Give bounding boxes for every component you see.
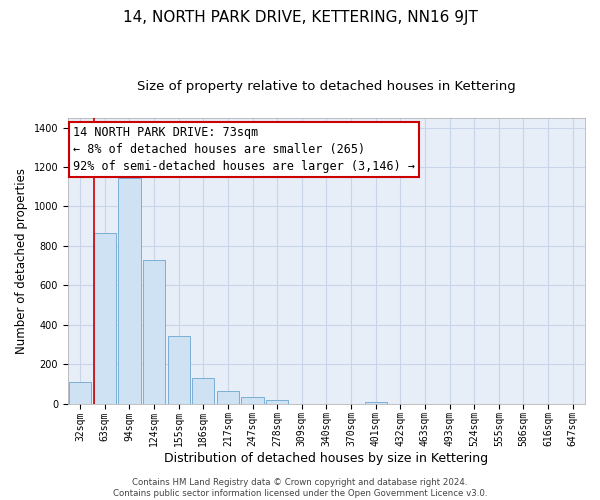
Bar <box>266 400 288 404</box>
Bar <box>241 397 263 404</box>
Bar <box>69 382 91 404</box>
Bar <box>217 392 239 404</box>
Y-axis label: Number of detached properties: Number of detached properties <box>15 168 28 354</box>
Bar <box>192 378 214 404</box>
X-axis label: Distribution of detached houses by size in Kettering: Distribution of detached houses by size … <box>164 452 488 465</box>
Bar <box>143 260 165 404</box>
Text: 14, NORTH PARK DRIVE, KETTERING, NN16 9JT: 14, NORTH PARK DRIVE, KETTERING, NN16 9J… <box>122 10 478 25</box>
Bar <box>118 178 140 404</box>
Bar <box>94 234 116 404</box>
Bar <box>365 402 387 404</box>
Text: Contains HM Land Registry data © Crown copyright and database right 2024.
Contai: Contains HM Land Registry data © Crown c… <box>113 478 487 498</box>
Bar <box>167 336 190 404</box>
Title: Size of property relative to detached houses in Kettering: Size of property relative to detached ho… <box>137 80 516 93</box>
Text: 14 NORTH PARK DRIVE: 73sqm
← 8% of detached houses are smaller (265)
92% of semi: 14 NORTH PARK DRIVE: 73sqm ← 8% of detac… <box>73 126 415 174</box>
